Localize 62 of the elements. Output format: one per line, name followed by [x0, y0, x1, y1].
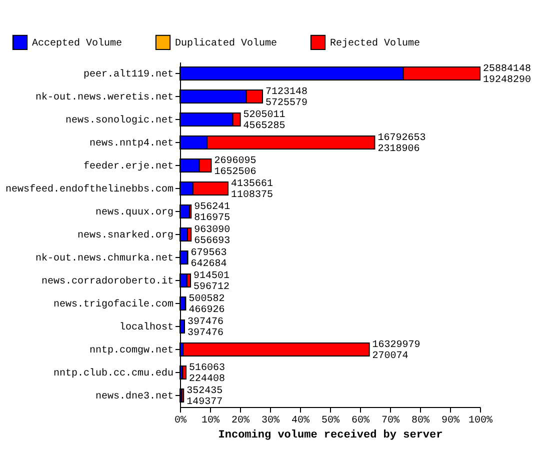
annotation: 270074 [372, 351, 408, 362]
annotation: 352435 [186, 386, 223, 397]
y-tick-label: news.dne3.net [95, 390, 174, 402]
annotation: 466926 [188, 305, 225, 316]
annotation: 397476 [188, 328, 224, 339]
annotation: 1108375 [231, 190, 274, 201]
y-tick-label: news.trigofacile.com [53, 298, 174, 310]
x-tick-label: 20% [231, 416, 250, 426]
annotation: 4565285 [243, 121, 286, 132]
y-tick-label: news.snarked.org [77, 230, 174, 242]
y-tick-label: localhost [119, 322, 174, 334]
annotation: 656693 [194, 236, 230, 247]
annotation: 19248290 [483, 75, 532, 86]
annotation: 397476 [188, 317, 224, 328]
annotation: 1652506 [214, 167, 256, 178]
y-tick-label: nntp.comgw.net [89, 346, 174, 356]
annotation: 25884148 [483, 64, 532, 75]
annotation: 224408 [189, 374, 226, 385]
y-tick-label: nntp.club.cc.cmu.edu [53, 368, 174, 380]
annotation: 2696095 [214, 156, 256, 167]
x-tick-label: 70% [381, 416, 400, 426]
annotation: 956241 [194, 202, 230, 213]
annotation: 642684 [190, 259, 227, 270]
y-tick-label: nk-out.news.chmurka.net [35, 252, 174, 264]
x-tick-label: 60% [351, 416, 370, 426]
y-tick-label: newsfeed.endofthelinebbs.com [5, 184, 174, 196]
bar [182, 342, 370, 356]
annotation: 963090 [194, 225, 230, 236]
y-tick-label: peer.alt119.net [83, 68, 174, 80]
x-tick-label: 30% [261, 416, 280, 426]
annotation: 7123148 [266, 87, 308, 98]
legend-label: Duplicated Volume [175, 37, 278, 50]
y-tick-label: nk-out.news.weretis.net [35, 92, 174, 104]
bar [182, 366, 186, 380]
annotation: 5205011 [243, 110, 286, 121]
x-tick-label: 40% [291, 416, 310, 426]
annotation: 596712 [194, 282, 230, 293]
y-tick-label: feeder.erje.net [83, 160, 174, 172]
annotation: 5725579 [266, 98, 308, 109]
x-tick-label: 0% [174, 416, 187, 426]
x-tick-label: 80% [411, 416, 430, 426]
annotation: 816975 [194, 213, 230, 224]
x-tick-label: 90% [441, 416, 460, 426]
y-tick-label: news.quux.org [95, 208, 174, 218]
annotation: 914501 [194, 271, 230, 282]
x-tick-label: 50% [321, 416, 340, 426]
annotation: 16792653 [378, 133, 426, 144]
annotation: 2318906 [378, 144, 420, 155]
annotation: 679563 [190, 248, 227, 259]
annotation: 16329979 [372, 340, 420, 351]
x-tick-label: 10% [201, 416, 220, 426]
y-tick-label: news.nntp4.net [89, 138, 174, 150]
annotation: 4135661 [231, 179, 274, 190]
x-axis-title: Incoming volume received by server [218, 430, 443, 442]
annotation: 149377 [186, 397, 223, 408]
y-tick-label: news.sonologic.net [65, 114, 174, 126]
y-tick-label: news.corradoroberto.it [41, 276, 174, 288]
annotation: 516063 [189, 363, 226, 374]
legend-label: Accepted Volume [32, 37, 122, 50]
annotation: 500582 [188, 294, 225, 305]
x-tick-label: 100% [468, 416, 493, 426]
legend-label: Rejected Volume [330, 37, 420, 50]
